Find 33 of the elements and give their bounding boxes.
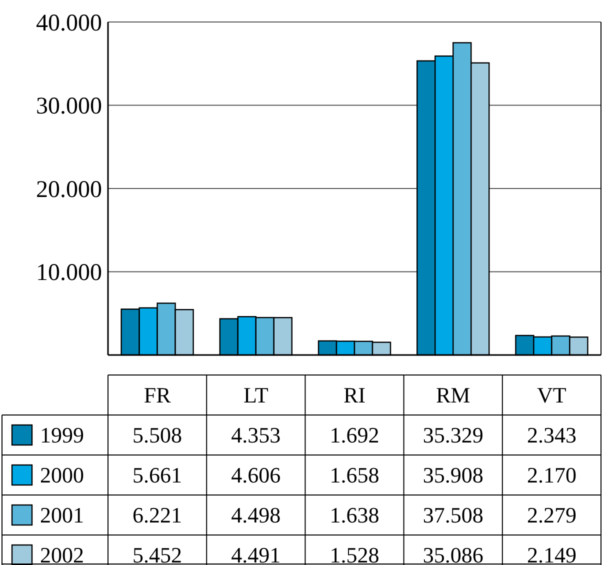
data-label: 1.692: [330, 422, 380, 448]
data-label: 1.638: [330, 502, 380, 528]
data-label: 4.606: [231, 462, 281, 488]
data-label: 1.658: [330, 462, 380, 488]
legend-label: 2002: [40, 542, 84, 565]
x-tick-label: VT: [537, 382, 567, 408]
data-label: 1.528: [330, 542, 380, 565]
legend-label: 2000: [40, 462, 84, 488]
y-tick-label: 10.000: [36, 260, 102, 286]
data-label: 6.221: [132, 502, 182, 528]
data-label: 5.452: [132, 542, 182, 565]
data-label: 5.508: [132, 422, 182, 448]
x-tick-label: FR: [144, 382, 172, 408]
y-tick-label: 40.000: [36, 10, 102, 36]
data-label: 35.086: [422, 542, 484, 565]
y-tick-label: 20.000: [36, 176, 102, 203]
data-label: 2.149: [526, 542, 576, 565]
legend-label: 2001: [40, 502, 84, 528]
x-tick-label: RI: [344, 382, 366, 408]
y-tick-label: 30.000: [36, 94, 102, 120]
data-label: 37.508: [422, 502, 484, 528]
data-label: 2.170: [526, 462, 576, 488]
x-tick-label: RM: [436, 382, 470, 408]
data-label: 35.908: [422, 462, 484, 488]
data-label: 4.353: [231, 422, 281, 448]
data-label: 2.343: [526, 422, 576, 448]
legend-label: 1999: [40, 422, 84, 448]
data-label: 5.661: [132, 462, 182, 488]
data-label: 4.498: [231, 502, 281, 528]
x-tick-label: LT: [243, 382, 269, 408]
data-label: 2.279: [526, 502, 576, 528]
data-label: 4.491: [231, 542, 281, 565]
data-label: 35.329: [422, 422, 484, 448]
